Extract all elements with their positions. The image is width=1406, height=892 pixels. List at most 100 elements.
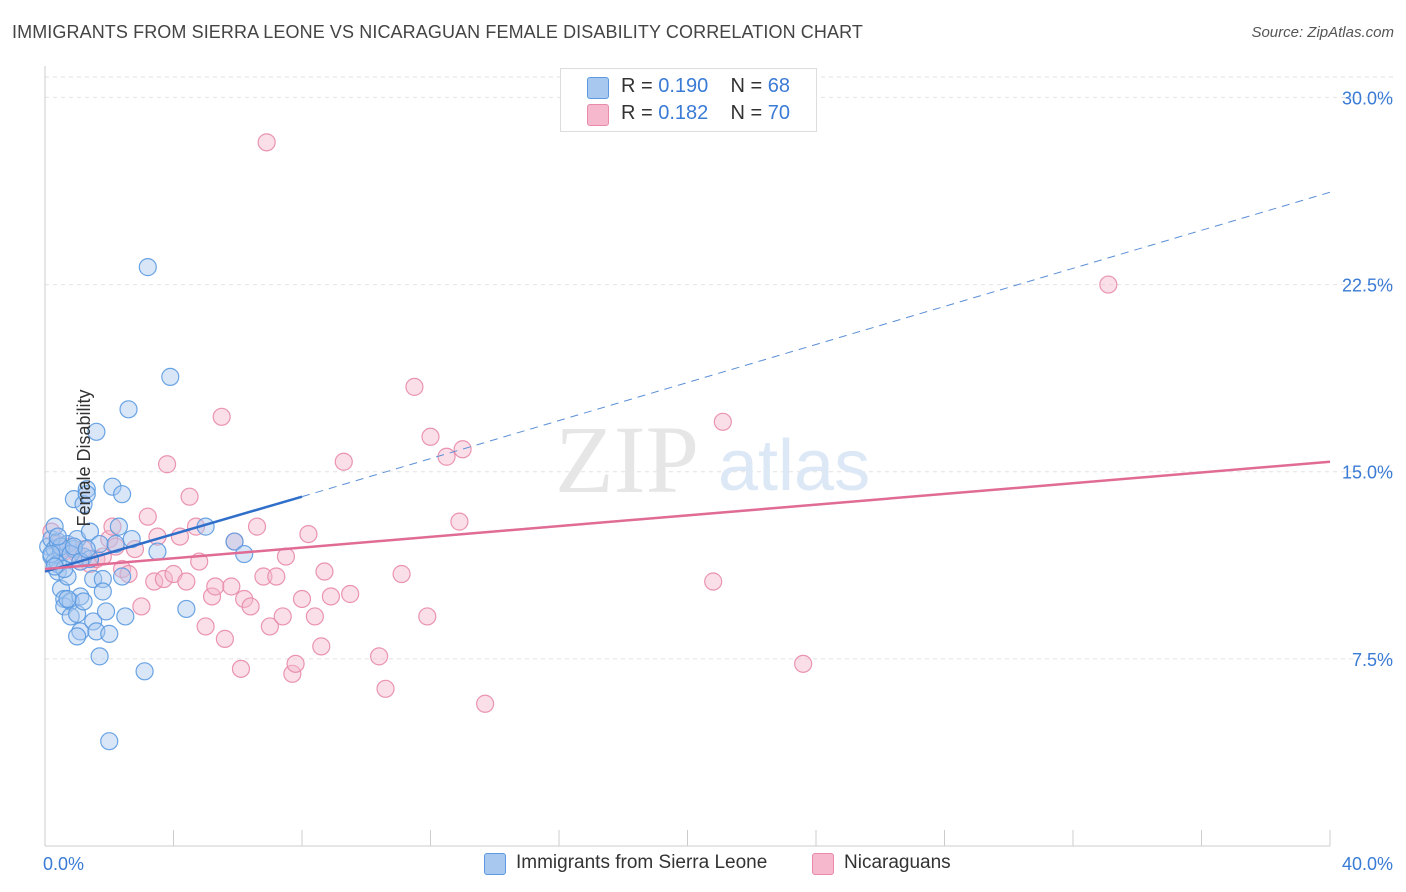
data-point [51,537,71,556]
gridlines [45,76,1395,660]
bottom-legend-label: Immigrants from Sierra Leone [516,852,768,873]
y-tick-label: 7.5% [1352,650,1393,670]
data-point [148,542,167,561]
data-point [112,485,132,504]
data-point [235,589,254,609]
y-tick-label: 30.0% [1342,88,1393,108]
tick-labels: 7.5% 15.0% 22.5% 30.0% 0.0% 40.0% [43,88,1393,874]
data-point [58,589,77,609]
data-point [48,527,67,546]
data-point [418,607,437,626]
data-point [74,495,93,514]
data-point [273,607,292,626]
trend-line-sierra-leone-extrapolated [301,191,1331,498]
data-point [254,567,273,586]
data-point [292,589,312,609]
data-point [315,562,334,581]
data-point [161,367,180,386]
data-point [370,647,389,666]
legend-n-value: 70 [767,102,791,124]
data-point [334,452,353,471]
data-point [713,412,732,431]
x-tick-label: 40.0% [1342,854,1393,874]
data-point [180,487,199,506]
data-point [299,524,318,544]
data-point [93,582,112,601]
legend-n-value: 68 [767,75,791,97]
legend-swatch-blue [587,77,609,99]
data-point [103,517,122,536]
data-point [80,522,100,541]
data-point [212,407,231,426]
data-point [257,133,276,152]
data-point [135,662,154,681]
data-point [138,507,157,526]
legend-r-value: 0.182 [658,102,709,124]
data-point [157,455,177,474]
data-point [476,694,495,713]
data-point [341,584,360,604]
data-point [138,258,157,277]
bottom-legend-swatch-blue [484,853,506,875]
trend-line-sierra-leone [44,495,303,573]
data-point [154,569,173,589]
data-point [77,480,96,499]
data-point [437,447,456,466]
bottom-legend-swatch-pink [812,853,834,875]
data-point [704,572,723,591]
data-point [77,539,96,559]
watermark-zip: ZIP [555,406,699,513]
legend-r-label: R = [621,102,659,124]
data-point [794,654,813,673]
chart-title: IMMIGRANTS FROM SIERRA LEONE VS NICARAGU… [12,22,863,42]
data-point [267,567,286,586]
data-point [241,597,260,616]
data-point [68,627,87,646]
legend-swatch-pink [587,104,609,126]
legend-n-label: N = [730,75,768,97]
data-point [177,572,196,591]
data-point [74,592,93,611]
data-point [450,512,469,531]
data-point [103,477,122,496]
data-point [222,577,241,596]
trend-line-nicaraguans [44,460,1331,571]
data-point [177,599,196,619]
data-point [119,400,138,419]
data-point [225,532,244,551]
data-point [100,732,119,751]
data-point [283,664,302,683]
source-label: Source: ZipAtlas.com [1251,24,1394,41]
data-point [90,647,109,666]
data-point [305,607,324,626]
data-point [312,637,331,656]
y-tick-label: 22.5% [1342,276,1393,296]
data-point [376,679,395,698]
data-point [96,602,116,621]
data-point [84,612,103,631]
data-point [286,654,305,673]
data-point [202,587,222,606]
data-point [122,529,141,549]
data-point [109,517,128,536]
data-point [132,597,151,616]
data-point [112,567,132,586]
data-point [260,617,279,636]
data-point [421,427,440,446]
trend-lines [44,191,1331,573]
data-point [215,629,234,648]
data-point [392,564,411,584]
y-axis-label: Female Disability [74,389,95,527]
data-point [1099,275,1118,294]
correlation-legend: R = 0.190 N = 68 R = 0.182 N = 70 [560,68,817,132]
data-point [453,440,472,459]
data-point [45,517,64,536]
watermark-atlas: atlas [718,426,870,506]
data-point [247,517,267,536]
legend-r-label: R = [621,75,659,97]
legend-n-label: N = [730,102,768,124]
data-point [77,485,96,504]
data-point [93,569,112,589]
data-point [87,422,106,441]
